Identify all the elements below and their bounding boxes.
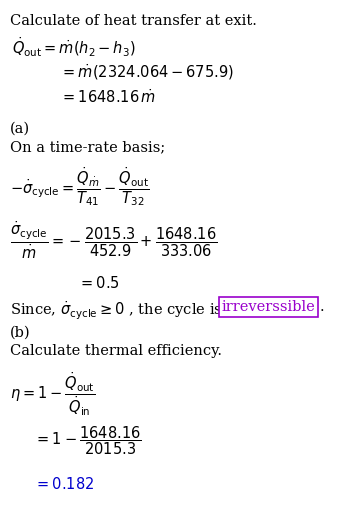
Text: Calculate thermal efficiency.: Calculate thermal efficiency.	[10, 344, 222, 358]
Text: .: .	[320, 300, 325, 314]
Text: $= 1 - \dfrac{1648.16}{2015.3}$: $= 1 - \dfrac{1648.16}{2015.3}$	[34, 424, 142, 457]
Text: irreverssible: irreverssible	[222, 300, 316, 314]
Text: On a time-rate basis;: On a time-rate basis;	[10, 140, 165, 154]
Text: $= 0.182$: $= 0.182$	[34, 476, 94, 492]
Text: $= 0.5$: $= 0.5$	[78, 275, 120, 291]
Text: $= \dot{m}(2324.064 - 675.9)$: $= \dot{m}(2324.064 - 675.9)$	[60, 62, 234, 82]
Text: $\dot{Q}_\mathrm{out} = \dot{m}(h_2 - h_3)$: $\dot{Q}_\mathrm{out} = \dot{m}(h_2 - h_…	[12, 36, 135, 59]
Text: $= 1648.16\,\dot{m}$: $= 1648.16\,\dot{m}$	[60, 88, 156, 106]
Text: $-\dot{\sigma}_\mathrm{cycle} = \dfrac{\dot{Q}_{\dot{m}}}{T_{41}} - \dfrac{\dot{: $-\dot{\sigma}_\mathrm{cycle} = \dfrac{\…	[10, 165, 150, 208]
Text: $\dfrac{\dot{\sigma}_\mathrm{cycle}}{\dot{m}} = -\dfrac{2015.3}{452.9} + \dfrac{: $\dfrac{\dot{\sigma}_\mathrm{cycle}}{\do…	[10, 220, 217, 261]
Text: $\eta = 1 - \dfrac{\dot{Q}_\mathrm{out}}{\dot{Q}_\mathrm{in}}$: $\eta = 1 - \dfrac{\dot{Q}_\mathrm{out}}…	[10, 370, 95, 418]
Text: Calculate of heat transfer at exit.: Calculate of heat transfer at exit.	[10, 14, 257, 28]
Text: (b): (b)	[10, 326, 31, 340]
Text: (a): (a)	[10, 122, 30, 136]
Text: Since, $\dot{\sigma}_\mathrm{cycle} \geq 0$ , the cycle is: Since, $\dot{\sigma}_\mathrm{cycle} \geq…	[10, 300, 222, 323]
